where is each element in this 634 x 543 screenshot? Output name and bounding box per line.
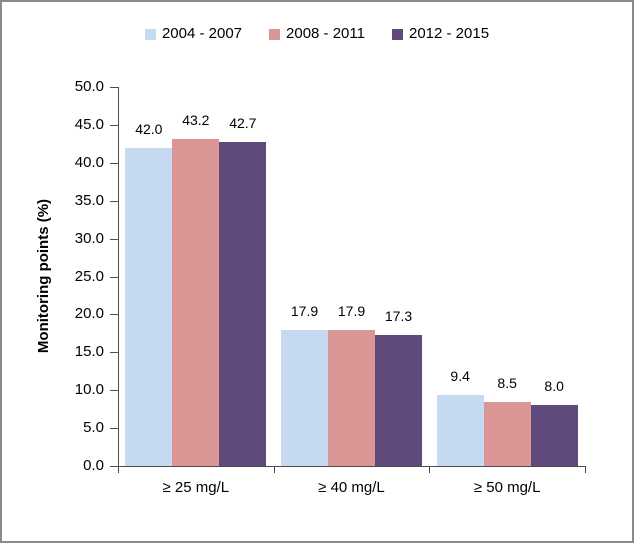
- x-axis-category-label: ≥ 40 mg/L: [318, 479, 385, 496]
- bar: [375, 334, 422, 466]
- x-axis-tick: [429, 466, 430, 473]
- y-axis-tick: [110, 201, 118, 202]
- legend-item: 2012 - 2015: [391, 25, 490, 43]
- bar-value-label: 42.7: [229, 115, 257, 132]
- y-axis-tick-label: 30.0: [74, 230, 104, 247]
- y-axis-tick: [110, 163, 118, 164]
- bar: [436, 394, 484, 466]
- bar-value-label: 43.2: [182, 111, 210, 128]
- bar: [281, 330, 328, 466]
- bar-value-label: 8.5: [497, 374, 517, 391]
- bar-value-label: 17.3: [384, 307, 413, 324]
- legend: 2004 - 2007 2008 - 2011 2012 - 2015: [2, 25, 632, 43]
- legend-label: 2012 - 2015: [408, 25, 490, 42]
- bar-value-label: 17.9: [290, 303, 319, 320]
- y-axis-tick-label: 50.0: [74, 78, 104, 95]
- x-axis-category-label: ≥ 50 mg/L: [473, 479, 541, 496]
- y-axis-tick-label: 35.0: [74, 192, 104, 209]
- legend-swatch-icon: [144, 28, 156, 40]
- legend-label: 2004 - 2007: [161, 25, 243, 42]
- x-axis-tick: [118, 466, 119, 473]
- bar-value-label: 9.4: [450, 367, 470, 384]
- y-axis-line: [118, 87, 119, 467]
- x-axis-tick: [274, 466, 275, 473]
- y-axis-tick-label: 15.0: [74, 343, 104, 360]
- bar: [172, 138, 220, 466]
- y-axis-tick-label: 45.0: [74, 116, 104, 133]
- legend-swatch-icon: [269, 28, 281, 40]
- y-axis-tick-label: 10.0: [74, 381, 104, 398]
- bar-value-label: 17.9: [337, 303, 366, 320]
- bar: [483, 401, 531, 466]
- x-axis-line: [118, 466, 586, 467]
- y-axis-tick-label: 40.0: [74, 154, 104, 171]
- y-axis-tick-label: 25.0: [74, 268, 104, 285]
- x-axis-category-label: ≥ 25 mg/L: [162, 479, 230, 496]
- y-axis-tick: [110, 428, 118, 429]
- y-axis-tick: [110, 352, 118, 353]
- legend-item: 2004 - 2007: [144, 25, 243, 43]
- y-axis-tick-label: 0.0: [83, 457, 104, 474]
- bar: [125, 147, 173, 466]
- x-axis-tick: [585, 466, 586, 473]
- y-axis-tick: [110, 239, 118, 240]
- y-axis-tick: [110, 277, 118, 278]
- bar-value-label: 42.0: [135, 120, 163, 137]
- bar-value-label: 8.0: [544, 378, 564, 395]
- y-axis-tick-label: 20.0: [74, 305, 104, 322]
- y-axis-tick: [110, 390, 118, 391]
- y-axis-tick: [110, 125, 118, 126]
- legend-swatch-icon: [391, 28, 403, 40]
- bar: [219, 142, 267, 466]
- y-axis-tick-label: 5.0: [83, 419, 104, 436]
- y-axis-tick: [110, 466, 118, 467]
- y-axis-tick: [110, 87, 118, 88]
- legend-item: 2008 - 2011: [269, 25, 365, 43]
- bar: [530, 405, 578, 466]
- bar: [328, 330, 375, 466]
- y-axis-tick: [110, 314, 118, 315]
- legend-label: 2008 - 2011: [286, 25, 365, 42]
